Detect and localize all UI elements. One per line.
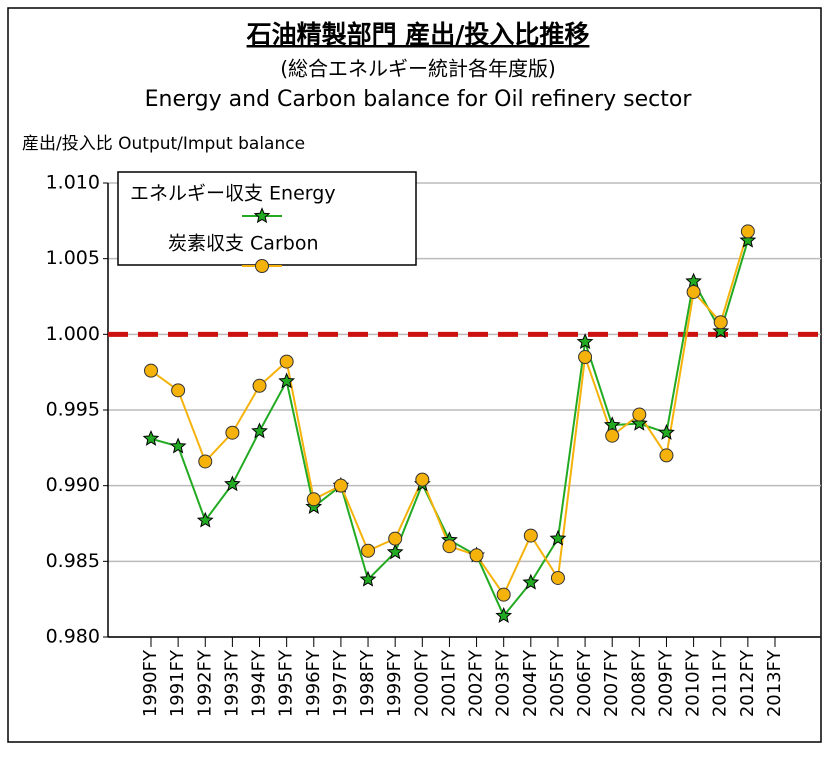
circle-marker [740, 224, 755, 239]
x-tick-label: 1991FY [167, 649, 188, 717]
x-tick-label: 1990FY [140, 649, 161, 717]
x-tick-label: 2000FY [411, 649, 432, 717]
y-axis-label: 産出/投入比 Output/Imput balance [22, 134, 305, 154]
star-marker [142, 430, 160, 446]
star-marker [685, 272, 702, 289]
chart-border [7, 7, 822, 743]
star-marker [278, 372, 296, 389]
circle-marker [713, 315, 728, 330]
star-marker [739, 231, 757, 248]
x-tick-label: 2005FY [547, 649, 568, 717]
x-tick-label: 2009FY [655, 649, 676, 717]
legend-marker [253, 207, 271, 224]
circle-marker [415, 472, 430, 487]
y-tick-label: 0.980 [46, 626, 100, 648]
x-tick-label: 2003FY [493, 649, 514, 717]
star-marker [712, 322, 730, 339]
circle-marker [225, 425, 240, 440]
y-tick-label: 0.995 [46, 399, 100, 421]
x-tick-label: 2001FY [438, 649, 459, 717]
chart-title: 石油精製部門 産出/投入比推移 [246, 20, 590, 49]
y-tick-label: 1.010 [46, 172, 100, 194]
circle-marker [171, 383, 186, 398]
x-tick-label: 2010FY [683, 649, 704, 717]
circle-marker [144, 363, 158, 378]
x-tick-label: 2013FY [764, 649, 785, 717]
star-marker [495, 606, 513, 623]
circle-marker [632, 407, 647, 422]
x-tick-label: 1998FY [357, 649, 378, 717]
chart-subtitle-en: Energy and Carbon balance for Oil refine… [145, 87, 693, 112]
circle-marker [550, 570, 565, 585]
circle-marker [252, 378, 267, 393]
star-marker [251, 422, 268, 439]
y-tick-label: 1.000 [46, 323, 100, 345]
star-marker [359, 570, 377, 587]
y-tick-label: 1.005 [46, 247, 100, 269]
circle-marker [442, 539, 457, 554]
x-tick-label: 2004FY [520, 649, 541, 717]
circle-marker [388, 531, 403, 546]
x-tick-label: 1996FY [303, 649, 324, 717]
x-tick-label: 2002FY [466, 649, 487, 717]
chart-subtitle: (総合エネルギー統計各年度版) [280, 57, 556, 81]
x-tick-label: 1992FY [194, 649, 215, 717]
x-tick-label: 2012FY [737, 649, 758, 717]
x-tick-label: 1997FY [330, 649, 351, 717]
y-tick-label: 0.985 [46, 550, 100, 572]
circle-marker [333, 478, 348, 493]
star-marker [522, 573, 540, 590]
x-tick-label: 2008FY [628, 649, 649, 717]
circle-marker [605, 428, 620, 443]
circle-marker [523, 528, 538, 543]
circle-marker [496, 587, 511, 602]
star-marker [386, 543, 404, 560]
star-marker [630, 414, 648, 431]
x-tick-label: 2007FY [601, 649, 622, 717]
star-marker [603, 416, 621, 433]
x-tick-label: 1999FY [384, 649, 405, 717]
legend-label: 炭素収支 Carbon [168, 233, 319, 255]
x-tick-label: 1995FY [276, 649, 297, 717]
circle-marker [306, 492, 321, 507]
circle-marker [361, 543, 376, 558]
legend-marker [255, 259, 269, 273]
star-marker [658, 423, 675, 440]
circle-marker [659, 448, 674, 463]
circle-marker [686, 284, 701, 299]
legend-label: エネルギー収支 Energy [130, 183, 336, 205]
y-tick-label: 0.990 [46, 474, 100, 496]
star-marker [224, 475, 241, 492]
x-tick-label: 2006FY [574, 649, 595, 717]
circle-marker [469, 548, 484, 563]
x-tick-label: 2011FY [710, 649, 731, 717]
x-tick-label: 1994FY [249, 649, 270, 717]
circle-marker [198, 454, 213, 469]
x-tick-label: 1993FY [221, 649, 242, 717]
star-marker [169, 437, 187, 454]
circle-marker [578, 350, 593, 365]
circle-marker [279, 354, 294, 369]
star-marker [196, 511, 214, 528]
star-marker [549, 529, 567, 546]
star-marker [576, 333, 594, 350]
